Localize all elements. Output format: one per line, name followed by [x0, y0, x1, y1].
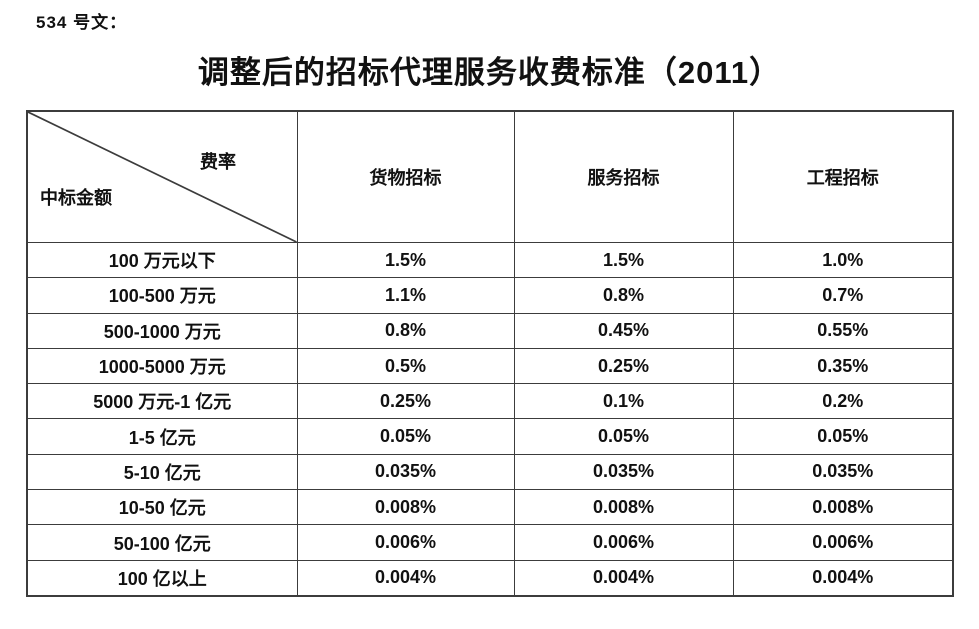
- document-ref-label: 534 号文：: [36, 13, 128, 32]
- column-header-goods-bidding: 货物招标: [296, 110, 515, 243]
- fee-table: 费率 中标金额 货物招标 服务招标 工程招标 100 万元以下 1.5% 1.5…: [26, 110, 954, 597]
- amount-cell: 5-10 亿元: [26, 453, 298, 491]
- rate-cell: 1.5%: [513, 241, 734, 279]
- amount-cell: 100-500 万元: [26, 277, 298, 314]
- rate-cell: 1.1%: [296, 277, 515, 314]
- rate-cell: 0.008%: [296, 489, 515, 526]
- rate-cell: 0.006%: [513, 524, 734, 561]
- rate-cell: 0.05%: [732, 418, 954, 455]
- rate-cell: 0.25%: [513, 347, 734, 385]
- table-row: 10-50 亿元 0.008% 0.008% 0.008%: [26, 489, 954, 526]
- rate-cell: 0.35%: [732, 347, 954, 385]
- header-row: 费率 中标金额 货物招标 服务招标 工程招标: [26, 110, 954, 243]
- amount-cell: 500-1000 万元: [26, 312, 298, 349]
- table-row: 500-1000 万元 0.8% 0.45% 0.55%: [26, 312, 954, 349]
- corner-label-rate: 费率: [200, 152, 236, 172]
- column-header-engineering-bidding: 工程招标: [732, 110, 954, 243]
- rate-cell: 0.8%: [296, 312, 515, 349]
- rate-cell: 0.035%: [513, 453, 734, 491]
- rate-cell: 0.55%: [732, 312, 954, 349]
- diagonal-divider-line: [28, 112, 296, 242]
- amount-cell: 10-50 亿元: [26, 489, 298, 526]
- amount-cell: 50-100 亿元: [26, 524, 298, 561]
- rate-cell: 0.5%: [296, 347, 515, 385]
- amount-cell: 5000 万元-1 亿元: [26, 383, 298, 420]
- rate-cell: 0.2%: [732, 383, 954, 420]
- rate-cell: 0.8%: [513, 277, 734, 314]
- table-row: 100 万元以下 1.5% 1.5% 1.0%: [26, 241, 954, 279]
- column-header-service-bidding: 服务招标: [513, 110, 734, 243]
- rate-cell: 0.004%: [296, 559, 515, 597]
- rate-cell: 1.5%: [296, 241, 515, 279]
- corner-label-amount: 中标金额: [40, 188, 112, 208]
- table-row: 5000 万元-1 亿元 0.25% 0.1% 0.2%: [26, 383, 954, 420]
- corner-cell-inner: 费率 中标金额: [28, 112, 296, 242]
- rate-cell: 0.035%: [732, 453, 954, 491]
- rate-cell: 0.008%: [513, 489, 734, 526]
- table-row: 1000-5000 万元 0.5% 0.25% 0.35%: [26, 347, 954, 385]
- corner-header-cell: 费率 中标金额: [26, 110, 298, 243]
- table-row: 5-10 亿元 0.035% 0.035% 0.035%: [26, 453, 954, 491]
- page-title: 调整后的招标代理服务收费标准（2011）: [197, 55, 782, 90]
- rate-cell: 0.035%: [296, 453, 515, 491]
- rate-cell: 0.7%: [732, 277, 954, 314]
- table-row: 100-500 万元 1.1% 0.8% 0.7%: [26, 277, 954, 314]
- rate-cell: 0.05%: [513, 418, 734, 455]
- rate-cell: 0.45%: [513, 312, 734, 349]
- rate-cell: 0.05%: [296, 418, 515, 455]
- rate-cell: 0.004%: [513, 559, 734, 597]
- amount-cell: 1000-5000 万元: [26, 347, 298, 385]
- rate-cell: 0.25%: [296, 383, 515, 420]
- table-row: 50-100 亿元 0.006% 0.006% 0.006%: [26, 524, 954, 561]
- table-row: 100 亿以上 0.004% 0.004% 0.004%: [26, 559, 954, 597]
- rate-cell: 1.0%: [732, 241, 954, 279]
- rate-cell: 0.1%: [513, 383, 734, 420]
- amount-cell: 100 万元以下: [26, 241, 298, 279]
- rate-cell: 0.006%: [296, 524, 515, 561]
- table-row: 1-5 亿元 0.05% 0.05% 0.05%: [26, 418, 954, 455]
- rate-cell: 0.008%: [732, 489, 954, 526]
- rate-cell: 0.006%: [732, 524, 954, 561]
- rate-cell: 0.004%: [732, 559, 954, 597]
- amount-cell: 1-5 亿元: [26, 418, 298, 455]
- amount-cell: 100 亿以上: [26, 559, 298, 597]
